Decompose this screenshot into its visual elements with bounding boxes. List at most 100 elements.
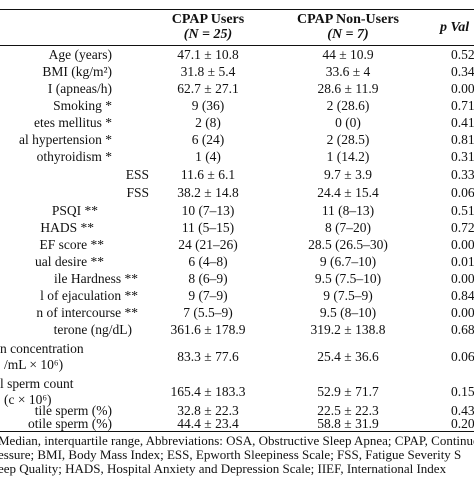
nonusers-value: 9.5 (7.5–10) — [314, 271, 382, 286]
nonusers-value: 24.4 ± 15.4 — [317, 185, 379, 200]
row-label: othyroidism * — [36, 149, 112, 164]
p-value: 0.06 — [451, 185, 474, 200]
nonusers-value: 58.8 ± 31.9 — [317, 416, 379, 431]
users-value: 165.4 ± 183.3 — [170, 384, 246, 399]
nonusers-value: 9 (7.5–9) — [323, 288, 373, 303]
row-label: PSQI ** — [51, 203, 98, 218]
p-value: 0.51 — [451, 203, 474, 218]
row-label: ual desire ** — [35, 254, 104, 269]
footnote-line: essure; BMI, Body Mass Index; ESS, Epwor… — [0, 447, 462, 462]
users-value: 11.6 ± 6.1 — [180, 167, 236, 182]
row-label: n of intercourse ** — [36, 305, 138, 320]
p-value: 0.34 — [451, 64, 474, 79]
users-value: 1 (4) — [195, 149, 221, 164]
p-value: 0.01 — [451, 254, 474, 269]
p-value: 0.15 — [451, 384, 474, 399]
header-p-value: p Val — [440, 20, 470, 35]
nonusers-value: 33.6 ± 4 — [325, 64, 371, 79]
nonusers-value: 9.5 (8–10) — [319, 305, 377, 320]
users-value: 7 (5.5–9) — [183, 305, 233, 320]
nonusers-value: 28.6 ± 11.9 — [317, 81, 379, 96]
table-bottom-rule — [0, 431, 474, 432]
nonusers-value: 28.5 (26.5–30) — [308, 237, 388, 252]
row-label: l sperm count — [0, 376, 74, 391]
row-label: Smoking * — [53, 98, 112, 113]
nonusers-value: 8 (7–20) — [324, 220, 372, 235]
p-value: 0.00 — [451, 305, 474, 320]
header-users-n: (N = 25) — [183, 27, 233, 42]
p-value: 0.72 — [451, 220, 474, 235]
nonusers-value: 319.2 ± 138.8 — [310, 322, 386, 337]
p-value: 0.20 — [451, 416, 474, 431]
p-value: 0.00 — [451, 81, 474, 96]
nonusers-value: 9.7 ± 3.9 — [324, 167, 372, 182]
header-rule — [0, 45, 474, 46]
header-cpap-non-users: CPAP Non-Users (N = 7) — [278, 12, 418, 42]
header-nonusers-n: (N = 7) — [327, 27, 369, 42]
p-value: 0.81 — [451, 132, 474, 147]
table-top-rule — [0, 9, 474, 10]
nonusers-value: 25.4 ± 36.6 — [317, 349, 379, 364]
nonusers-value: 22.5 ± 22.3 — [317, 403, 379, 418]
nonusers-value: 2 (28.6) — [326, 98, 370, 113]
table-row: n concentration /mL × 10⁶) 83.3 ± 77.6 2… — [0, 341, 474, 373]
nonusers-value: 9 (6.7–10) — [319, 254, 377, 269]
users-value: 10 (7–13) — [181, 203, 235, 218]
users-value: 38.2 ± 14.8 — [177, 185, 239, 200]
header-cpap-users: CPAP Users (N = 25) — [148, 12, 268, 42]
row-label: tile sperm (%) — [34, 403, 112, 418]
p-value: 0.43 — [451, 403, 474, 418]
row-label: Age (years) — [48, 47, 112, 62]
row-label: BMI (kg/m²) — [42, 64, 112, 79]
p-value: 0.00 — [451, 271, 474, 286]
users-value: 31.8 ± 5.4 — [180, 64, 236, 79]
nonusers-value: 44 ± 10.9 — [322, 47, 374, 62]
row-label: terone (ng/dL) — [53, 322, 132, 337]
p-value: 0.68 — [451, 322, 474, 337]
users-value: 9 (7–9) — [188, 288, 228, 303]
p-value: 0.41 — [451, 115, 474, 130]
users-value: 6 (24) — [191, 132, 225, 147]
users-value: 24 (21–26) — [178, 237, 238, 252]
header-users-title: CPAP Users — [171, 12, 245, 27]
row-label: FSS — [126, 185, 149, 200]
p-value: 0.31 — [451, 149, 474, 164]
users-value: 8 (6–9) — [188, 271, 228, 286]
table-row: l sperm count (c × 10⁶) 165.4 ± 183.3 52… — [0, 376, 474, 408]
nonusers-value: 0 (0) — [335, 115, 361, 130]
p-value: 0.52 — [451, 47, 474, 62]
users-value: 2 (8) — [195, 115, 221, 130]
row-label: ESS — [125, 167, 149, 182]
nonusers-value: 52.9 ± 71.7 — [317, 384, 379, 399]
users-value: 361.6 ± 178.9 — [170, 322, 246, 337]
row-label: I (apneas/h) — [47, 81, 112, 96]
nonusers-value: 11 (8–13) — [321, 203, 375, 218]
row-label: al hypertension * — [19, 132, 112, 147]
row-label-unit: /mL × 10⁶) — [4, 357, 64, 372]
users-value: 9 (36) — [191, 98, 225, 113]
p-value: 0.06 — [451, 349, 474, 364]
row-label: HADS ** — [40, 220, 94, 235]
footnote-line: eep Quality; HADS, Hospital Anxiety and … — [0, 461, 447, 476]
row-label: otile sperm (%) — [28, 416, 112, 431]
row-label: l of ejaculation ** — [40, 288, 138, 303]
p-value: 0.33 — [451, 167, 474, 182]
footnote-line: Median, interquartile range, Abbreviatio… — [0, 433, 474, 448]
users-value: 6 (4–8) — [188, 254, 228, 269]
users-value: 83.3 ± 77.6 — [177, 349, 239, 364]
row-label: n concentration — [0, 341, 84, 356]
nonusers-value: 2 (28.5) — [326, 132, 370, 147]
p-value: 0.71 — [451, 98, 474, 113]
p-value: 0.00 — [451, 237, 474, 252]
row-label: EF score ** — [39, 237, 105, 252]
users-value: 47.1 ± 10.8 — [177, 47, 239, 62]
users-value: 62.7 ± 27.1 — [177, 81, 239, 96]
header-nonusers-title: CPAP Non-Users — [296, 12, 399, 27]
users-value: 11 (5–15) — [181, 220, 235, 235]
users-value: 44.4 ± 23.4 — [177, 416, 239, 431]
row-label-unit: (c × 10⁶) — [4, 392, 52, 407]
users-value: 32.8 ± 22.3 — [177, 403, 239, 418]
row-label: ile Hardness ** — [54, 271, 138, 286]
p-value: 0.84 — [451, 288, 474, 303]
row-label: etes mellitus * — [34, 115, 112, 130]
